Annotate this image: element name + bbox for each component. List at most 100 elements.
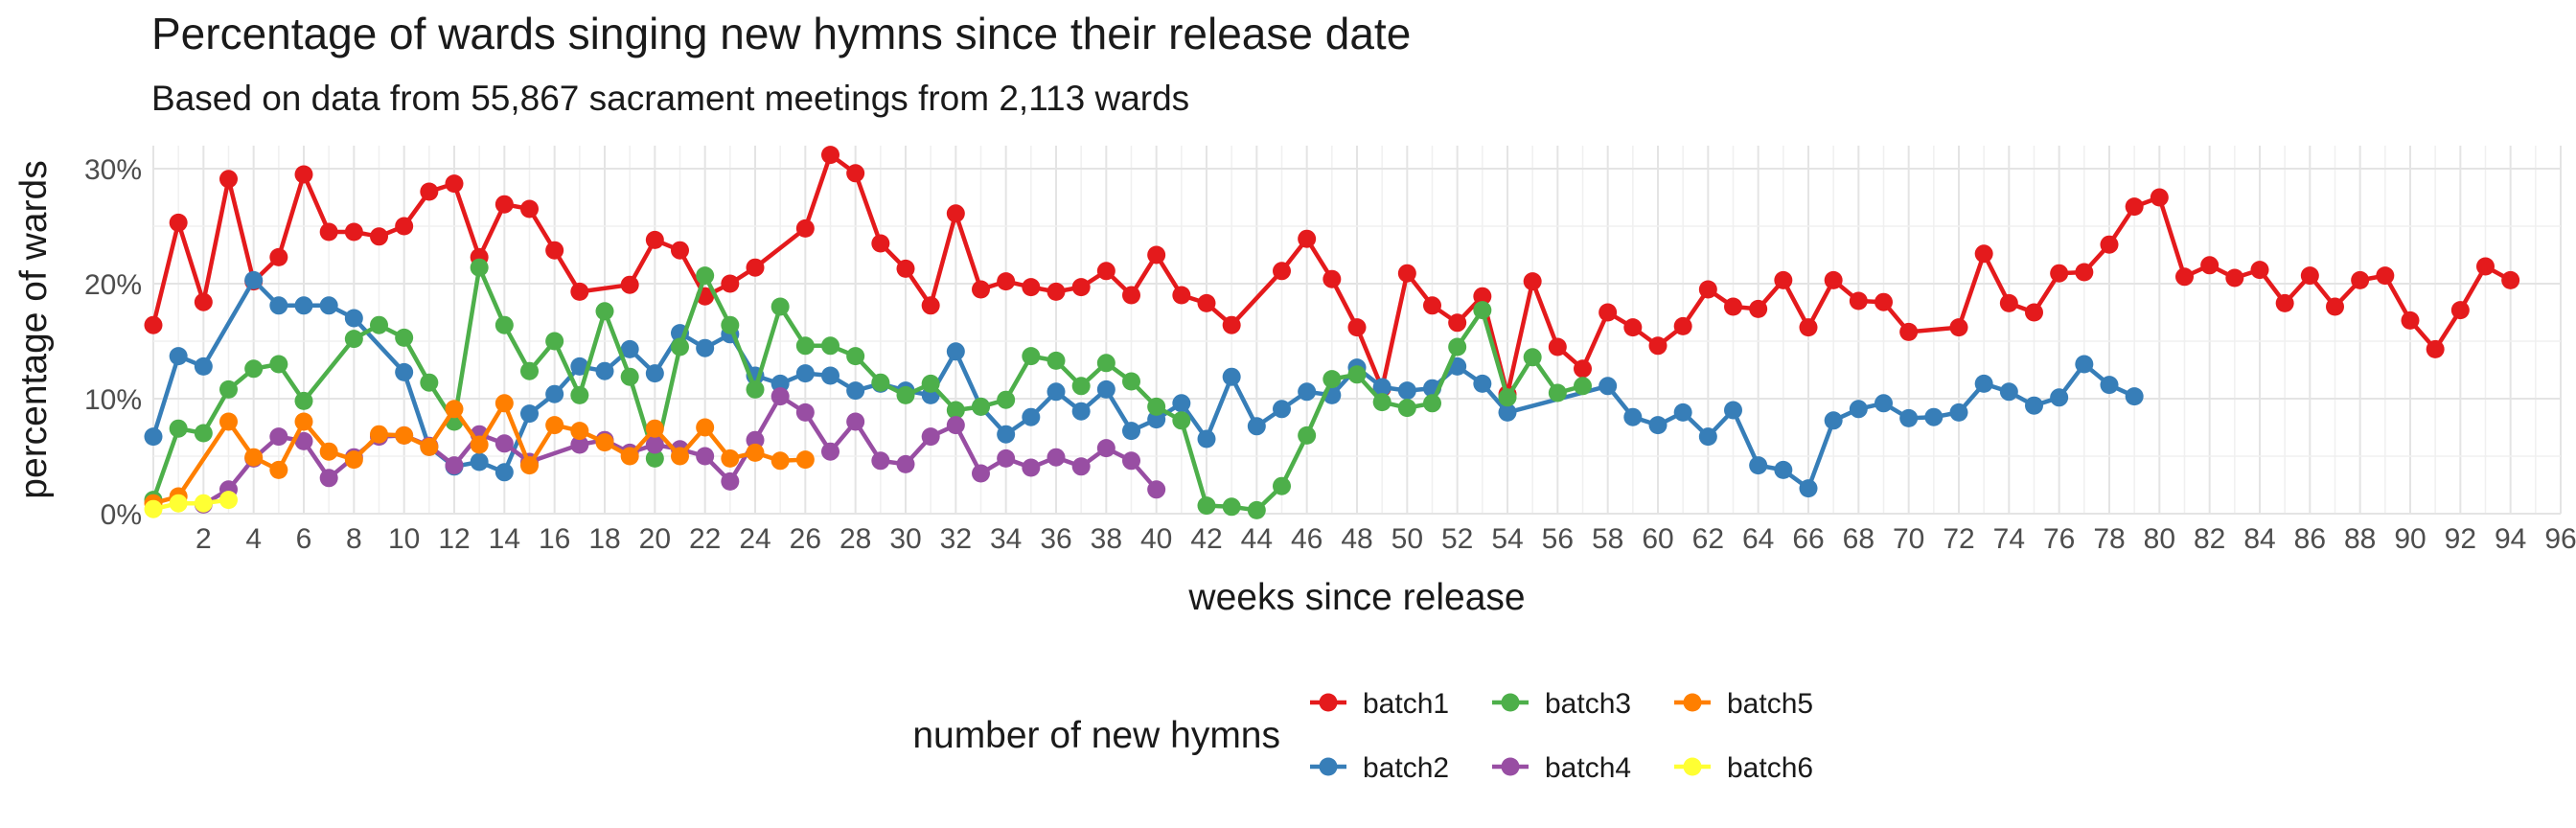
legend-key-point xyxy=(1319,757,1338,776)
x-axis-ticks: 2 4 6 8 10 12 14 16 18 20 22 24 26 28 30 32 34 36 38 40 42 44… xyxy=(196,523,2576,555)
data-point-batch3 xyxy=(846,347,865,366)
data-point-batch3 xyxy=(1498,388,1517,407)
data-point-batch2 xyxy=(1799,479,1818,498)
data-point-batch4 xyxy=(972,464,990,483)
data-point-batch1 xyxy=(645,230,664,249)
data-point-batch3 xyxy=(946,401,965,420)
data-point-batch5 xyxy=(620,447,639,466)
data-point-batch3 xyxy=(721,315,740,334)
data-point-batch3 xyxy=(671,337,689,356)
x-tick-label: 20 xyxy=(639,523,671,555)
data-point-batch2 xyxy=(244,270,264,289)
data-point-batch4 xyxy=(795,402,815,422)
data-point-batch4 xyxy=(946,416,965,435)
data-point-batch1 xyxy=(194,292,213,311)
data-point-batch3 xyxy=(871,373,890,392)
data-point-batch1 xyxy=(821,146,840,165)
data-point-batch3 xyxy=(269,355,288,374)
data-point-batch6 xyxy=(194,494,213,513)
data-point-batch1 xyxy=(1172,286,1191,305)
data-point-batch2 xyxy=(319,296,338,315)
data-point-batch6 xyxy=(219,491,238,510)
data-point-batch3 xyxy=(1397,399,1416,418)
data-point-batch3 xyxy=(1022,347,1041,366)
data-point-batch2 xyxy=(1598,377,1618,396)
data-point-batch2 xyxy=(1849,400,1868,419)
x-tick-label: 40 xyxy=(1140,523,1172,555)
x-tick-label: 8 xyxy=(346,523,362,555)
data-point-batch1 xyxy=(1222,315,1241,334)
data-point-batch4 xyxy=(721,472,740,491)
data-point-batch3 xyxy=(395,328,414,347)
data-point-batch4 xyxy=(746,430,765,449)
data-point-batch1 xyxy=(1197,293,1216,312)
x-tick-label: 4 xyxy=(245,523,262,555)
x-tick-label: 50 xyxy=(1392,523,1423,555)
data-point-batch5 xyxy=(545,416,564,435)
x-tick-label: 54 xyxy=(1491,523,1523,555)
x-tick-label: 56 xyxy=(1542,523,1574,555)
data-point-batch1 xyxy=(2426,339,2445,358)
series-layer xyxy=(144,146,2520,519)
data-point-batch4 xyxy=(645,435,664,454)
data-point-batch1 xyxy=(1774,270,1793,289)
data-point-batch3 xyxy=(1322,370,1342,389)
data-point-batch2 xyxy=(1924,407,1944,426)
data-point-batch1 xyxy=(896,259,915,278)
data-point-batch3 xyxy=(770,297,790,316)
data-point-batch1 xyxy=(169,213,188,232)
x-tick-label: 44 xyxy=(1241,523,1273,555)
data-point-batch3 xyxy=(1523,348,1542,367)
data-point-batch1 xyxy=(2100,235,2119,254)
data-point-batch2 xyxy=(545,384,564,403)
data-point-batch5 xyxy=(395,426,414,445)
data-point-batch2 xyxy=(2025,396,2043,415)
data-point-batch2 xyxy=(395,362,414,381)
data-point-batch3 xyxy=(1122,372,1140,391)
data-point-batch3 xyxy=(795,336,815,356)
data-point-batch2 xyxy=(1498,402,1517,422)
data-point-batch5 xyxy=(494,394,514,413)
data-point-batch3 xyxy=(470,258,489,277)
data-point-batch5 xyxy=(370,425,388,444)
data-point-batch3 xyxy=(1423,394,1441,413)
data-point-batch2 xyxy=(144,427,163,447)
data-point-batch5 xyxy=(445,400,464,419)
data-point-batch5 xyxy=(721,448,740,468)
data-point-batch2 xyxy=(1749,456,1768,475)
data-point-batch3 xyxy=(1473,301,1492,320)
data-point-batch4 xyxy=(997,448,1016,468)
data-point-batch2 xyxy=(1949,402,1968,422)
data-point-batch3 xyxy=(545,332,564,351)
x-tick-label: 60 xyxy=(1642,523,1673,555)
x-tick-label: 70 xyxy=(1893,523,1924,555)
data-point-batch1 xyxy=(1824,270,1843,289)
x-tick-label: 16 xyxy=(539,523,570,555)
data-point-batch5 xyxy=(795,450,815,470)
data-point-batch2 xyxy=(595,361,614,380)
data-point-batch3 xyxy=(194,424,213,443)
data-point-batch1 xyxy=(445,174,464,194)
data-point-batch4 xyxy=(921,427,940,447)
data-point-batch4 xyxy=(1046,448,1066,467)
data-point-batch1 xyxy=(545,241,564,260)
data-point-batch1 xyxy=(1799,318,1818,337)
data-point-batch5 xyxy=(671,447,689,466)
data-point-batch2 xyxy=(1874,394,1893,413)
legend-key-point xyxy=(1319,693,1338,712)
data-point-batch1 xyxy=(2125,197,2144,217)
data-point-batch1 xyxy=(671,241,689,260)
x-tick-label: 26 xyxy=(790,523,821,555)
data-point-batch1 xyxy=(2275,293,2294,312)
x-tick-label: 32 xyxy=(940,523,972,555)
data-point-batch1 xyxy=(1949,318,1968,337)
y-axis-title: percentage of wards xyxy=(13,160,55,498)
data-point-batch3 xyxy=(1347,365,1367,384)
data-point-batch4 xyxy=(269,427,288,447)
x-tick-label: 14 xyxy=(489,523,520,555)
data-point-batch5 xyxy=(470,435,489,454)
x-tick-label: 12 xyxy=(438,523,470,555)
data-point-batch1 xyxy=(1899,322,1919,341)
data-point-batch4 xyxy=(871,451,890,471)
data-point-batch2 xyxy=(696,338,715,357)
